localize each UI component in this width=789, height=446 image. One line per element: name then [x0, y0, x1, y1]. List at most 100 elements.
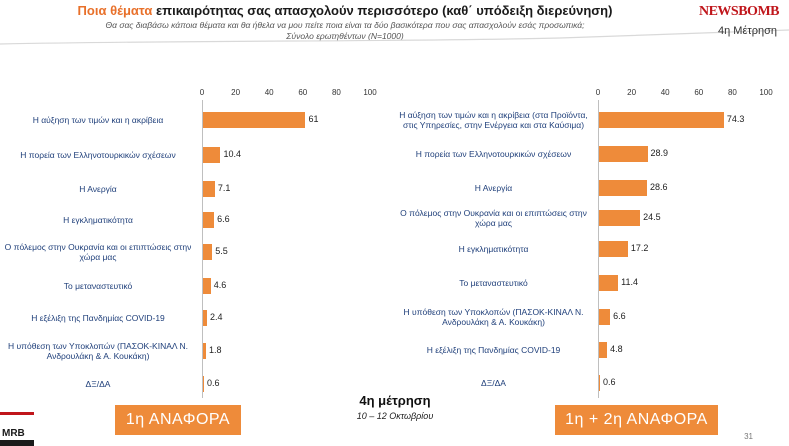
x-tick-label: 100 [363, 88, 377, 97]
bar [599, 241, 628, 257]
y-axis-line [202, 100, 203, 398]
first-second-mention-button[interactable]: 1η + 2η ΑΝΑΦΟΡΑ [555, 405, 718, 435]
bar [599, 275, 619, 291]
bar [203, 376, 204, 392]
newsbomb-logo: NEWSBOMB [698, 4, 780, 19]
bar [599, 146, 648, 162]
value-label: 28.9 [650, 148, 669, 158]
bar-row: Ο πόλεμος στην Ουκρανία και οι επιπτώσει… [0, 241, 390, 263]
value-label: 17.2 [630, 243, 649, 253]
bar [203, 112, 306, 128]
category-label: Το μεταναστευτικό [459, 278, 528, 288]
x-tick-label: 100 [759, 88, 773, 97]
value-label: 61 [308, 114, 319, 124]
category-label: Η πορεία των Ελληνοτουρκικών σχέσεων [415, 149, 572, 159]
category-label: ΔΞ/ΔΑ [85, 379, 111, 389]
value-label: 4.6 [213, 280, 227, 290]
value-label: 28.6 [650, 182, 668, 192]
page-title: Ποια θέματα επικαιρότητας σας απασχολούν… [0, 3, 690, 18]
bar-row: Η εγκληματικότητα 6.6 [0, 209, 390, 231]
wave-label: 4η Μέτρηση [718, 25, 777, 37]
category-label: Η υπόθεση των Υποκλοπών (ΠΑΣΟΚ-ΚΙΝΑΛ Ν. … [8, 341, 188, 361]
bar [203, 244, 213, 260]
title-highlight: Ποια θέματα [77, 3, 153, 18]
category-label: Η εξέλιξη της Πανδημίας COVID-19 [426, 345, 561, 355]
x-tick-label: 80 [331, 88, 341, 97]
bar-row: Η εγκληματικότητα 17.2 [395, 238, 789, 260]
bar [203, 278, 211, 294]
subtitle-question: Θα σας διαβάσω κάποια θέματα και θα ήθελ… [105, 20, 585, 30]
x-tick-label: 60 [694, 88, 704, 97]
bar [599, 375, 600, 391]
bar [203, 310, 208, 326]
page-subtitle: Θα σας διαβάσω κάποια θέματα και θα ήθελ… [0, 20, 690, 42]
category-label: Η Ανεργία [474, 183, 513, 193]
category-label: Η εγκληματικότητα [458, 244, 529, 254]
bar-row: Η υπόθεση των Υποκλοπών (ΠΑΣΟΚ-ΚΙΝΑΛ Ν. … [0, 340, 390, 362]
bar-row: Η πορεία των Ελληνοτουρκικών σχέσεων 28.9 [395, 143, 789, 165]
category-label: Η Ανεργία [79, 184, 117, 194]
bar-row: Το μεταναστευτικό 11.4 [395, 272, 789, 294]
bar [599, 112, 724, 128]
bar [599, 180, 648, 196]
bar [599, 309, 611, 325]
value-label: 7.1 [217, 183, 231, 193]
x-tick-label: 40 [660, 88, 670, 97]
bar [203, 181, 215, 197]
bar [203, 343, 207, 359]
bar-row: Η Ανεργία 7.1 [0, 178, 390, 200]
category-label: Η αύξηση των τιμών και η ακρίβεια (στα Π… [399, 110, 588, 130]
value-label: 6.6 [613, 311, 626, 321]
x-tick-label: 0 [199, 88, 205, 97]
value-label: 2.4 [210, 312, 223, 322]
x-tick-label: 0 [595, 88, 601, 97]
value-label: 1.8 [209, 345, 222, 355]
y-axis-line [598, 100, 599, 398]
bar-row: ΔΞ/ΔΑ 0.6 [395, 372, 789, 394]
category-label: Το μεταναστευτικό [63, 281, 133, 291]
bar-row: ΔΞ/ΔΑ 0.6 [0, 373, 390, 395]
x-tick-label: 60 [298, 88, 308, 97]
value-label: 10.4 [223, 149, 241, 159]
category-label: Η υπόθεση των Υποκλοπών (ΠΑΣΟΚ-ΚΙΝΑΛ Ν. … [403, 307, 584, 327]
value-label: 11.4 [621, 277, 638, 287]
category-label: ΔΞ/ΔΑ [481, 378, 506, 388]
bar [599, 210, 641, 226]
bar-row: Ο πόλεμος στην Ουκρανία και οι επιπτώσει… [395, 207, 789, 229]
header-wave-decoration [0, 29, 789, 45]
value-label: 24.5 [643, 212, 661, 222]
value-label: 0.6 [603, 377, 616, 387]
x-tick-label: 40 [264, 88, 274, 97]
bar-row: Η εξέλιξη της Πανδημίας COVID-19 2.4 [0, 307, 390, 329]
chart-first-mention: 0 20 40 60 80 100 Η αύξηση των τιμών και η ακρ… [0, 84, 390, 398]
value-label: 5.5 [215, 246, 228, 256]
subtitle-sample: Σύνολο ερωτηθέντων (N=1000) [286, 31, 404, 41]
mrb-logo: MRB [0, 412, 34, 446]
page-number: 31 [744, 432, 753, 441]
bar [203, 147, 221, 163]
category-label: Η πορεία των Ελληνοτουρκικών σχέσεων [20, 150, 176, 160]
bar-row: Η πορεία των Ελληνοτουρκικών σχέσεων 10.4 [0, 144, 390, 166]
category-label: Η εγκληματικότητα [63, 215, 133, 225]
x-tick-label: 20 [627, 88, 637, 97]
category-label: Ο πόλεμος στην Ουκρανία και οι επιπτώσει… [400, 208, 587, 228]
category-label: Ο πόλεμος στην Ουκρανία και οι επιπτώσει… [4, 242, 192, 262]
first-mention-button[interactable]: 1η ΑΝΑΦΟΡΑ [115, 405, 241, 435]
bar [203, 212, 215, 228]
x-tick-label: 80 [727, 88, 737, 97]
value-label: 4.8 [610, 344, 623, 354]
wave-title: 4η μέτρηση [359, 393, 431, 408]
bar-row: Η Ανεργία 28.6 [395, 177, 789, 199]
bar-row: Η υπόθεση των Υποκλοπών (ΠΑΣΟΚ-ΚΙΝΑΛ Ν. … [395, 306, 789, 328]
bar-row: Η εξέλιξη της Πανδημίας COVID-19 4.8 [395, 339, 789, 361]
category-label: Η αύξηση των τιμών και η ακρίβεια [32, 115, 164, 125]
svg-text:MRB: MRB [2, 428, 25, 439]
title-rest: επικαιρότητας σας απασχολούν περισσότερο… [152, 3, 613, 18]
value-label: 6.6 [217, 214, 230, 224]
bar [599, 342, 608, 358]
value-label: 74.3 [726, 114, 745, 124]
wave-dates: 10 – 12 Οκτωβρίου [356, 411, 434, 421]
bar-row: Το μεταναστευτικό 4.6 [0, 275, 390, 297]
category-label: Η εξέλιξη της Πανδημίας COVID-19 [31, 313, 165, 323]
bar-row: Η αύξηση των τιμών και η ακρίβεια (στα Π… [395, 109, 789, 131]
